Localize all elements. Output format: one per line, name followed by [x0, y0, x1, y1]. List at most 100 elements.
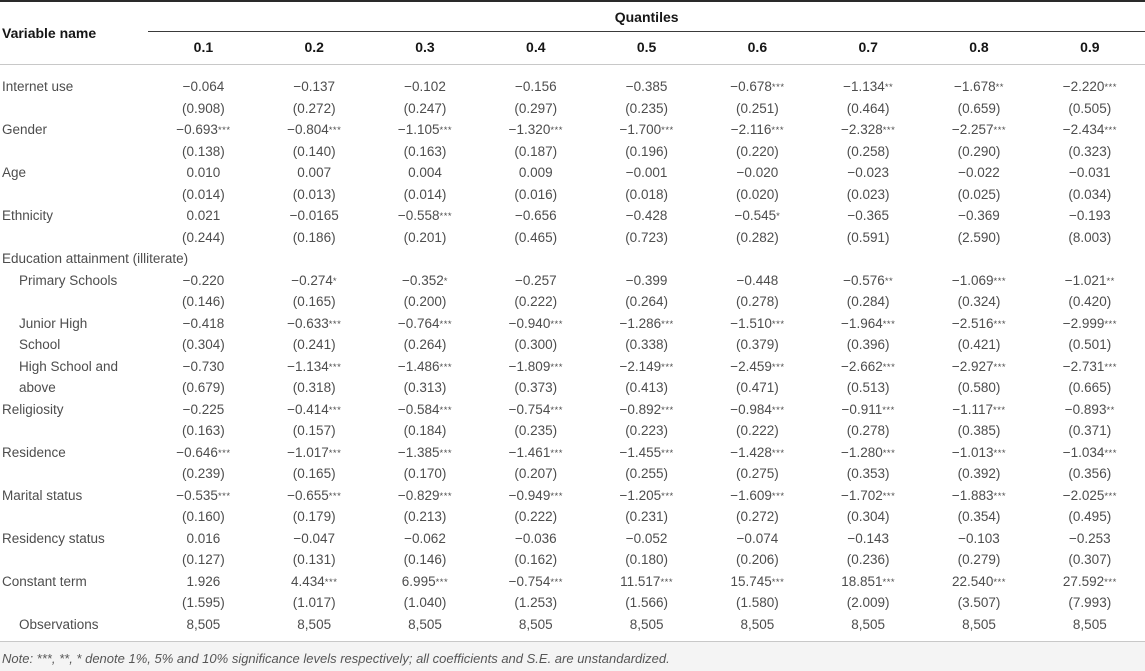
coef-cell-ethnicity: −0.365 — [847, 208, 890, 223]
significance-stars: *** — [550, 490, 563, 502]
coef-row-marital-status: Marital status −0.535*** −0.655*** −0.829**… — [0, 485, 1145, 507]
se-cell-religiosity: (0.222) — [735, 423, 779, 438]
row-label2-age — [0, 184, 148, 206]
row-label2-internet-use — [0, 98, 148, 120]
se-cell-ethnicity: (0.186) — [292, 229, 336, 245]
significance-stars: *** — [550, 361, 563, 373]
coef-cell-high-school-and-above: −2.927*** — [951, 358, 1007, 374]
significance-stars: *** — [993, 125, 1007, 136]
se-cell-primary-schools: (0.278) — [735, 294, 779, 309]
se-cell-junior-high-school: (0.379) — [735, 337, 779, 352]
se-cell-constant-term: (1.017) — [292, 595, 336, 610]
significance-stars: *** — [217, 125, 231, 136]
se-cell-marital-status: (0.231) — [625, 509, 668, 524]
se-cell-residence: (0.239) — [182, 466, 225, 481]
coef-cell-marital-status: −1.205*** — [619, 487, 674, 503]
significance-stars: *** — [1104, 361, 1117, 373]
coef-cell-age: −0.022 — [958, 165, 1000, 180]
significance-stars: *** — [771, 576, 785, 588]
se-cell-constant-term: (1.253) — [514, 595, 558, 610]
row-label-age: Age — [2, 165, 27, 180]
row-label-primary-schools: Primary Schools — [19, 272, 118, 288]
coef-cell-observations: 8,505 — [518, 616, 553, 632]
coef-row-constant-term: Constant term 1.926 4.434*** 6.995*** −0.754… — [0, 571, 1145, 593]
row-label-junior-high-school: Junior High — [19, 315, 88, 331]
significance-stars: *** — [993, 361, 1007, 373]
coef-row-gender: Gender −0.693*** −0.804*** −1.105*** −1.320*… — [0, 119, 1145, 141]
significance-stars: *** — [993, 576, 1006, 588]
coef-cell-ethnicity: −0.0165 — [289, 208, 339, 223]
se-cell-religiosity: (0.223) — [625, 423, 668, 438]
coef-cell-gender: −2.116*** — [730, 122, 785, 137]
coef-cell-constant-term: 1.926 — [186, 573, 221, 589]
coef-row-residence: Residence −0.646*** −1.017*** −1.385*** −1.4… — [0, 442, 1145, 464]
se-cell-high-school-and-above: (0.471) — [735, 380, 779, 395]
row-label-constant-term: Constant term — [2, 573, 87, 589]
coef-cell-ethnicity: −0.428 — [625, 208, 668, 223]
se-row-internet-use: (0.908) (0.272) (0.247) (0.297) (0.235) (0.25… — [0, 98, 1145, 120]
significance-stars: *** — [1104, 82, 1117, 93]
significance-stars: *** — [1104, 447, 1117, 459]
se-cell-marital-status: (0.495) — [1068, 509, 1112, 524]
coef-cell-religiosity: −0.892*** — [619, 401, 674, 417]
se-cell-constant-term: (1.595) — [182, 595, 225, 610]
coef-cell-age: −0.031 — [1068, 165, 1111, 180]
coef-cell-constant-term: 22.540*** — [952, 573, 1006, 589]
se-cell-gender: (0.163) — [403, 143, 447, 159]
coef-cell-observations: 8,505 — [408, 616, 442, 632]
significance-stars: *** — [328, 125, 342, 136]
significance-stars: *** — [550, 404, 563, 416]
row-label2-junior-high-school: School — [19, 337, 61, 352]
se-cell-age: (0.016) — [514, 186, 558, 202]
significance-stars: *** — [1104, 490, 1117, 502]
se-cell-religiosity: (0.235) — [514, 423, 558, 438]
coef-cell-observations: 8,505 — [186, 616, 221, 632]
coef-cell-observations: 8,505 — [740, 616, 775, 632]
se-cell-age: (0.023) — [846, 186, 890, 202]
significance-stars: *** — [439, 361, 453, 373]
se-cell-residency-status: (0.279) — [957, 552, 1001, 567]
se-cell-religiosity: (0.163) — [182, 423, 225, 438]
se-cell-residency-status: (0.131) — [292, 552, 336, 567]
se-cell-religiosity: (0.184) — [403, 423, 447, 438]
se-cell-residence: (0.255) — [625, 466, 668, 481]
significance-stars: * — [332, 275, 338, 287]
coef-row-ethnicity: Ethnicity 0.021 −0.0165 −0.558*** −0.656 −0.4… — [0, 205, 1145, 227]
row-label2-constant-term — [0, 592, 148, 614]
quantile-column-header: 0.1 — [148, 31, 259, 65]
coef-cell-gender: −2.257*** — [951, 122, 1007, 137]
se-cell-religiosity: (0.385) — [957, 423, 1001, 438]
se-cell-marital-status: (0.179) — [292, 509, 336, 524]
quantile-regression-table: Variable name Quantiles 0.1 0.2 0.3 0.4 0.5 0… — [0, 0, 1145, 632]
coef-cell-internet-use: −2.220*** — [1062, 79, 1117, 94]
row-label2-residence — [0, 463, 148, 485]
coef-cell-marital-status: −1.609*** — [730, 487, 785, 503]
se-row-high-school-and-above: above (0.679) (0.318) (0.313) (0.373) (0.413)… — [0, 377, 1145, 399]
se-cell-gender: (0.290) — [957, 143, 1001, 159]
quantile-column-header: 0.7 — [812, 31, 924, 65]
se-cell-constant-term: (3.507) — [957, 595, 1001, 610]
se-cell-gender: (0.258) — [846, 143, 890, 159]
se-cell-primary-schools: (0.284) — [846, 294, 890, 309]
se-cell-constant-term: (1.566) — [625, 595, 668, 610]
coef-row-residency-status: Residency status 0.016 −0.047 −0.062 −0.036 −… — [0, 528, 1145, 550]
row-label2-religiosity — [0, 420, 148, 442]
significance-stars: *** — [328, 318, 342, 330]
significance-stars: *** — [1104, 576, 1117, 588]
coef-cell-residency-status: −0.036 — [514, 530, 557, 546]
se-cell-age: (0.014) — [403, 186, 447, 202]
significance-stars: *** — [328, 490, 342, 502]
coef-cell-marital-status: −0.655*** — [287, 487, 342, 503]
significance-stars: *** — [661, 447, 674, 459]
coef-cell-ethnicity: −0.193 — [1068, 208, 1111, 223]
se-cell-residence: (0.170) — [403, 466, 447, 481]
section-row-education-attainment: Education attainment (illiterate) — [0, 248, 1145, 270]
significance-stars: *** — [993, 447, 1007, 459]
coef-cell-junior-high-school: −2.999*** — [1062, 315, 1117, 331]
coef-cell-constant-term: 27.592*** — [1062, 573, 1117, 589]
significance-stars: *** — [882, 318, 896, 330]
coef-cell-marital-status: −0.829*** — [397, 487, 453, 503]
se-cell-residency-status: (0.236) — [846, 552, 890, 567]
coef-cell-ethnicity: 0.021 — [186, 208, 221, 223]
coef-cell-observations: 8,505 — [962, 616, 996, 632]
